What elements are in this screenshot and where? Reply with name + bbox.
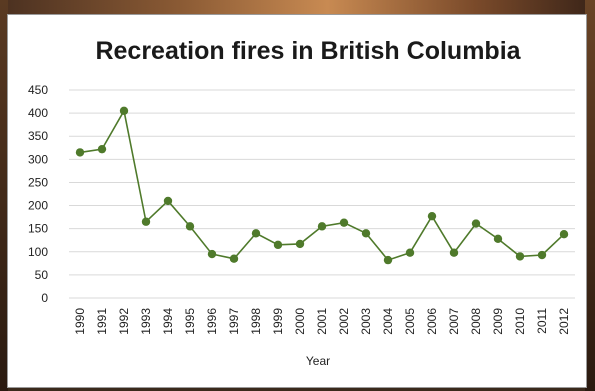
data-point [229, 254, 239, 263]
data-point [339, 218, 349, 227]
data-point [317, 222, 327, 231]
gridlines [69, 89, 575, 299]
x-tick-label: 2001 [315, 308, 329, 335]
x-axis-ticks: 1990 1991 1992 1993 1994 1995 1996 1997 1998 1999… [73, 308, 571, 335]
y-tick-label: 50 [35, 268, 49, 282]
y-tick-label: 300 [28, 152, 48, 166]
x-tick-label: 2006 [425, 308, 439, 335]
data-point [449, 248, 459, 257]
x-tick-label: 2007 [447, 308, 461, 335]
data-point [515, 252, 525, 261]
x-tick-label: 2005 [403, 308, 417, 335]
x-tick-label: 1994 [161, 308, 175, 335]
data-point [163, 196, 173, 206]
x-tick-label: 1992 [117, 308, 131, 335]
y-tick-label: 150 [28, 222, 48, 236]
data-point [295, 239, 305, 249]
data-point [251, 229, 261, 238]
x-tick-label: 2009 [491, 308, 505, 335]
x-tick-label: 1991 [95, 308, 109, 335]
y-tick-label: 400 [28, 106, 48, 120]
x-tick-label: 1990 [73, 308, 87, 335]
data-point [493, 234, 503, 244]
line-chart: Recreation fires in British Columbia 0 50… [28, 37, 575, 368]
x-axis-label: Year [306, 354, 330, 368]
x-tick-label: 2004 [381, 308, 395, 335]
x-tick-label: 1996 [205, 308, 219, 335]
chart-title: Recreation fires in British Columbia [95, 37, 521, 65]
data-point [75, 148, 85, 157]
x-tick-label: 2010 [513, 308, 527, 335]
data-point [537, 250, 547, 260]
chart-card: Recreation fires in British Columbia 0 50… [7, 14, 587, 388]
y-tick-label: 0 [41, 291, 48, 305]
data-point [273, 240, 283, 250]
data-point [141, 217, 151, 226]
data-point [383, 255, 393, 265]
background-right-edge [585, 0, 595, 391]
data-point [185, 222, 195, 231]
data-point [427, 211, 437, 221]
y-tick-label: 350 [28, 129, 48, 143]
series-plot [75, 106, 569, 265]
y-tick-label: 250 [28, 175, 48, 189]
data-point [207, 249, 217, 259]
x-tick-label: 1995 [183, 308, 197, 335]
data-point [405, 248, 415, 257]
data-point [97, 144, 107, 154]
data-point [361, 229, 371, 238]
y-tick-label: 450 [28, 83, 48, 97]
x-tick-label: 2008 [469, 308, 483, 335]
y-axis-ticks: 0 50 100 150 200 250 300 350 400 450 [28, 83, 48, 305]
y-tick-label: 100 [28, 245, 48, 259]
x-tick-label: 1997 [227, 308, 241, 335]
series-line [79, 108, 565, 262]
background-left-edge [0, 0, 8, 391]
data-point [471, 219, 481, 228]
data-point [119, 106, 129, 116]
y-tick-label: 200 [28, 199, 48, 213]
x-tick-label: 1993 [139, 308, 153, 335]
x-tick-label: 2000 [293, 308, 307, 335]
x-tick-label: 2012 [557, 308, 571, 335]
x-tick-label: 2011 [535, 308, 549, 334]
x-tick-label: 2003 [359, 308, 373, 335]
x-tick-label: 1998 [249, 308, 263, 335]
data-point [559, 230, 569, 239]
x-tick-label: 2002 [337, 308, 351, 335]
background-photo-strip [0, 0, 595, 14]
x-tick-label: 1999 [271, 308, 285, 335]
